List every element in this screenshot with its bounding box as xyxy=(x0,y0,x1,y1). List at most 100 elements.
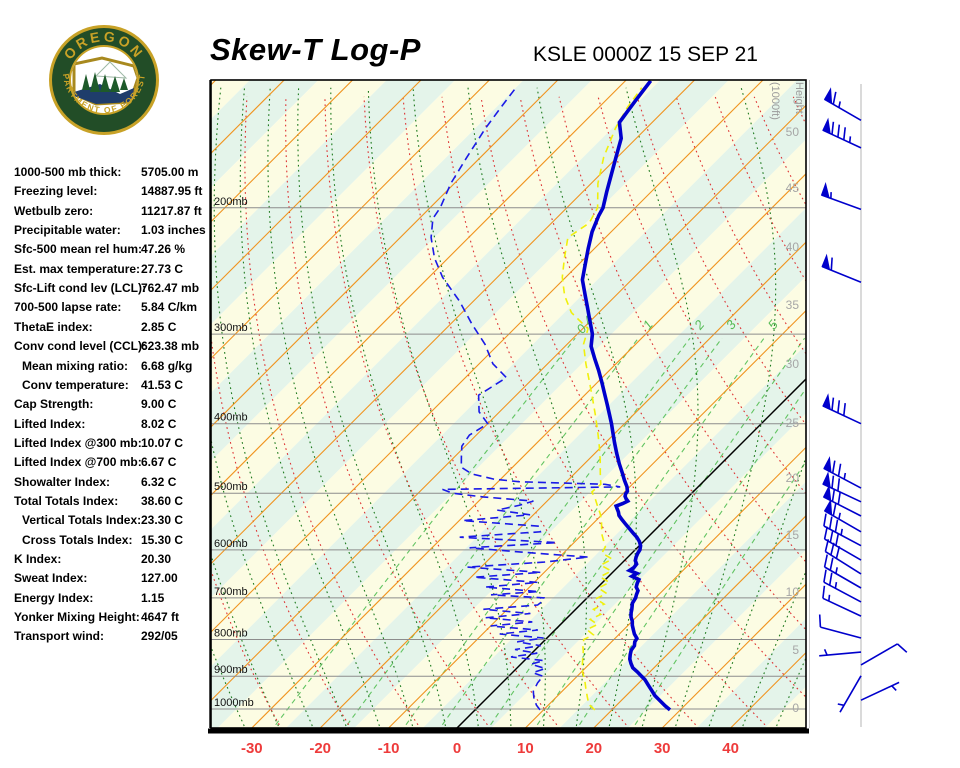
temperature-axis-labels: -30 -20 -10 0 10 20 30 40 xyxy=(241,740,739,757)
svg-text:5: 5 xyxy=(792,643,799,657)
svg-text:800mb: 800mb xyxy=(214,628,248,640)
svg-text:-30: -30 xyxy=(241,740,263,757)
index-value: 27.73 C xyxy=(141,261,184,276)
index-value: 15.30 C xyxy=(141,532,184,547)
index-value: 292/05 xyxy=(141,629,178,644)
index-value: 23.30 C xyxy=(141,513,184,528)
index-value: 1.15 xyxy=(141,590,165,605)
index-value: 127.00 xyxy=(141,571,178,586)
index-label: K Index: xyxy=(14,552,62,566)
index-row: ThetaE index: 2.85 C xyxy=(14,320,209,339)
freezing-isotherm xyxy=(456,377,806,728)
svg-text:700mb: 700mb xyxy=(214,586,248,598)
index-value: 5705.00 m xyxy=(141,165,199,179)
svg-text:(1000ft): (1000ft) xyxy=(769,82,781,120)
index-row: Conv cond level (CCL): 623.38 mb xyxy=(14,339,209,358)
index-label: Lifted Index @300 mb: xyxy=(14,435,142,450)
index-row: Conv temperature: 41.53 C xyxy=(14,378,209,397)
svg-text:20: 20 xyxy=(786,471,800,485)
svg-text:1000mb: 1000mb xyxy=(214,697,254,709)
index-row: Sfc-500 mean rel hum: 47.26 % xyxy=(14,242,209,261)
index-row: Est. max temperature: 27.73 C xyxy=(14,262,209,281)
index-value: 2.85 C xyxy=(141,319,177,334)
index-label: Cap Strength: xyxy=(14,397,94,412)
index-row: Yonker Mixing Height: 4647 ft xyxy=(14,610,209,629)
index-label: Lifted Index @700 mb: xyxy=(14,455,142,470)
svg-text:10: 10 xyxy=(786,585,800,599)
index-row: K Index: 20.30 xyxy=(14,552,209,571)
index-value: 5.84 C/km xyxy=(141,300,198,315)
index-label: Total Totals Index: xyxy=(14,493,119,508)
index-value: 41.53 C xyxy=(141,377,184,392)
index-value: 6.32 C xyxy=(141,474,177,489)
index-label: Vertical Totals Index: xyxy=(22,513,142,528)
svg-text:300mb: 300mb xyxy=(214,322,248,334)
svg-text:Height: Height xyxy=(793,82,805,114)
svg-text:200mb: 200mb xyxy=(214,196,248,208)
wetbulb-profile xyxy=(561,87,643,711)
pressure-labels: 200mb 300mb 400mb 500mb 600mb 700mb 800mb 900mb… xyxy=(214,196,254,709)
index-row: Vertical Totals Index: 23.30 C xyxy=(14,513,209,532)
svg-text:30: 30 xyxy=(654,740,671,757)
index-label: Showalter Index: xyxy=(14,474,111,489)
svg-text:-20: -20 xyxy=(309,740,331,757)
svg-text:20: 20 xyxy=(585,740,602,757)
index-row: Lifted Index @700 mb: 6.67 C xyxy=(14,455,209,474)
svg-text:10: 10 xyxy=(517,740,534,757)
index-value: 6.68 g/kg xyxy=(141,358,193,373)
svg-text:45: 45 xyxy=(786,181,800,195)
svg-text:15: 15 xyxy=(786,528,800,542)
isotherms xyxy=(211,80,806,728)
svg-text:600mb: 600mb xyxy=(214,538,248,550)
index-row: Sweat Index: 127.00 xyxy=(14,571,209,590)
index-value: 1.03 inches xyxy=(141,223,206,238)
index-row: Precipitable water: 1.03 inches xyxy=(14,223,209,242)
index-row: Total Totals Index: 38.60 C xyxy=(14,494,209,513)
index-label: Cross Totals Index: xyxy=(22,532,133,547)
svg-text:30: 30 xyxy=(786,357,800,371)
index-label: Lifted Index: xyxy=(14,416,86,431)
index-label: 1000-500 mb thick: xyxy=(14,165,122,179)
index-row: 1000-500 mb thick: 5705.00 m xyxy=(14,165,209,184)
svg-text:40: 40 xyxy=(722,740,739,757)
index-row: Lifted Index @300 mb: 10.07 C xyxy=(14,436,209,455)
mixing-ratio-lines xyxy=(275,337,806,726)
index-label: Sfc-Lift cond lev (LCL): xyxy=(14,281,146,296)
index-value: 623.38 mb xyxy=(141,339,200,354)
index-value: 14887.95 ft xyxy=(141,184,203,199)
index-value: 762.47 mb xyxy=(141,281,200,296)
svg-text:-10: -10 xyxy=(378,740,400,757)
wind-barbs xyxy=(818,87,908,713)
svg-text:25: 25 xyxy=(786,416,800,430)
index-label: Mean mixing ratio: xyxy=(22,358,129,373)
index-label: Wetbulb zero: xyxy=(14,203,94,218)
index-label: Yonker Mixing Height: xyxy=(14,610,140,625)
index-row: Wetbulb zero: 11217.87 ft xyxy=(14,204,209,223)
index-row: Showalter Index: 6.32 C xyxy=(14,475,209,494)
station-datetime-title: KSLE 0000Z 15 SEP 21 xyxy=(533,43,758,66)
index-row: Mean mixing ratio: 6.68 g/kg xyxy=(14,359,209,378)
temperature-profile xyxy=(580,80,672,712)
index-row: Transport wind: 292/05 xyxy=(14,629,209,648)
svg-text:35: 35 xyxy=(786,298,800,312)
svg-text:0: 0 xyxy=(792,701,799,715)
index-value: 38.60 C xyxy=(141,493,184,508)
svg-text:900mb: 900mb xyxy=(214,664,248,676)
index-row: Cap Strength: 9.00 C xyxy=(14,397,209,416)
svg-text:40: 40 xyxy=(786,240,800,254)
index-label: Energy Index: xyxy=(14,590,94,605)
index-value: 11217.87 ft xyxy=(141,203,202,218)
index-value: 8.02 C xyxy=(141,416,177,431)
index-value: 9.00 C xyxy=(141,397,177,412)
index-value: 20.30 xyxy=(141,552,172,566)
index-label: Precipitable water: xyxy=(14,223,121,238)
index-label: 700-500 lapse rate: xyxy=(14,300,122,315)
index-value: 6.67 C xyxy=(141,455,177,470)
index-value: 47.26 % xyxy=(141,242,186,257)
index-row: Sfc-Lift cond lev (LCL): 762.47 mb xyxy=(14,281,209,300)
index-label: Transport wind: xyxy=(14,629,104,644)
svg-text:50: 50 xyxy=(786,125,800,139)
dewpoint-profile xyxy=(430,87,621,711)
index-label: Est. max temperature: xyxy=(14,261,141,276)
